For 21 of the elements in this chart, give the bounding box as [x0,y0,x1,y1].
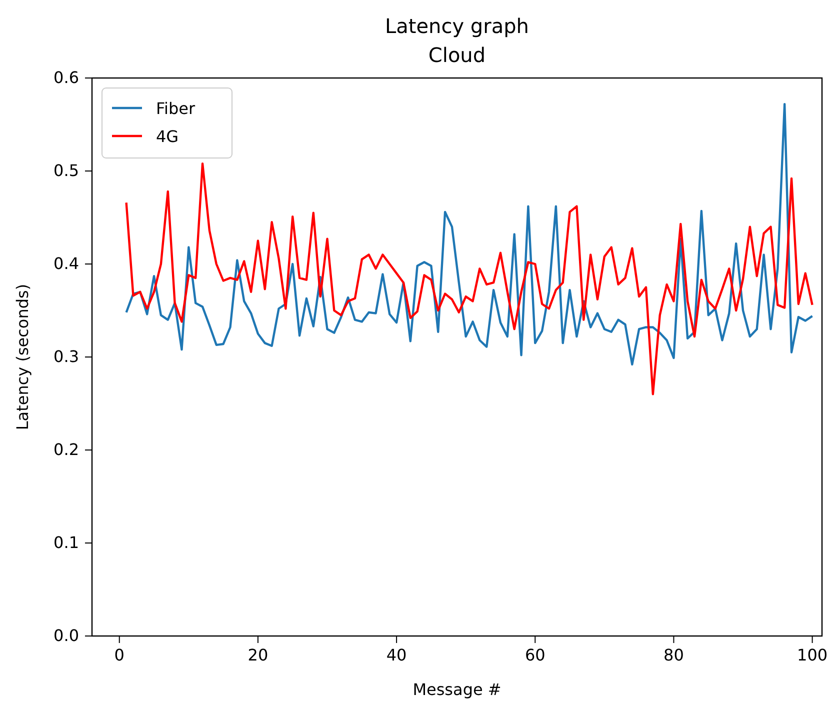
x-axis-title: Message # [412,680,502,699]
y-tick-label: 0.4 [54,254,79,274]
x-tick-label: 60 [524,645,546,664]
y-tick-label: 0.3 [54,347,79,366]
line-series [125,102,814,366]
y-axis-title: Latency (seconds) [13,284,32,430]
x-tick-label: 80 [664,645,684,664]
chart-subtitle: Cloud [428,43,486,67]
chart-title: Latency graph [385,14,529,38]
y-tick-label: 0.5 [54,161,79,180]
y-tick-label: 0.0 [54,626,79,646]
x-tick-label: 40 [386,645,407,664]
line-series [125,162,814,396]
legend-label: Fiber [156,99,196,118]
legend-label: 4G [156,127,179,146]
x-tick-label: 0 [114,645,124,664]
y-tick-label: 0.6 [54,68,79,88]
x-tick-label: 100 [797,645,828,664]
y-tick-label: 0.1 [54,533,79,552]
y-tick-label: 0.2 [54,440,79,460]
x-tick-label: 20 [248,645,268,664]
